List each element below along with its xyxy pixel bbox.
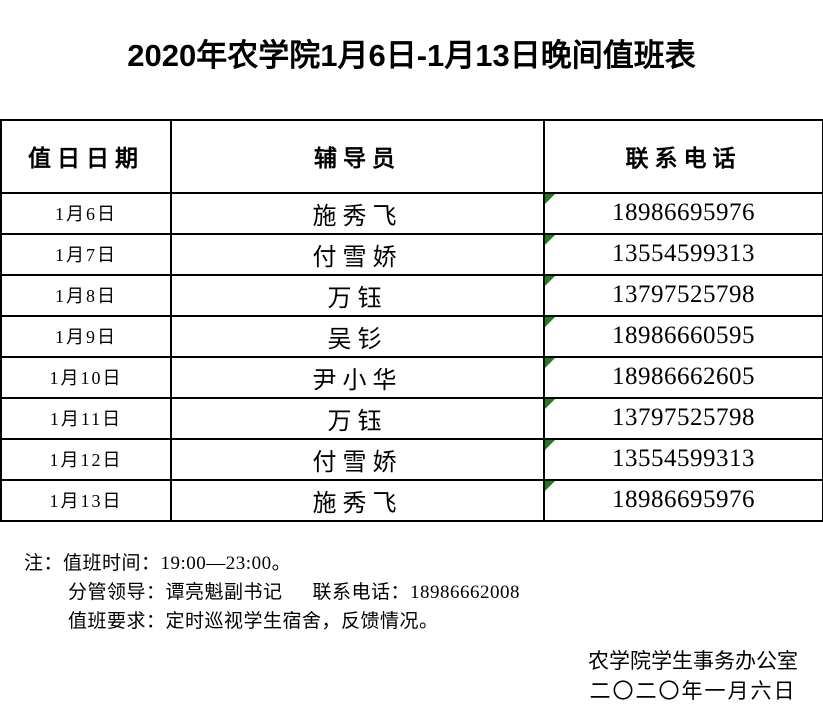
- table-row: 1月13日 施秀飞 18986695976: [0, 478, 823, 522]
- duty-date-cell: 1月10日: [0, 355, 172, 399]
- counselor-cell: 尹小华: [170, 355, 545, 399]
- header-duty-date: 值日日期: [0, 118, 172, 194]
- note-requirement-line: 值班要求：定时巡视学生宿舍，反馈情况。: [68, 610, 439, 632]
- counselor-cell: 付雪娇: [170, 437, 545, 481]
- excel-green-triangle-icon: [546, 276, 555, 286]
- duty-date-cell: 1月6日: [0, 191, 172, 235]
- phone-number: 18986695976: [612, 486, 755, 514]
- note-leader: 分管领导：谭亮魁副书记: [68, 581, 283, 603]
- phone-number: 13797525798: [612, 281, 755, 309]
- counselor-cell: 付雪娇: [170, 232, 545, 276]
- phone-number: 13554599313: [612, 240, 755, 268]
- table-row: 1月6日 施秀飞 18986695976: [0, 191, 823, 235]
- phone-cell: 13797525798: [543, 273, 823, 317]
- note-leader-line: 分管领导：谭亮魁副书记 联系电话：18986662008: [68, 578, 823, 607]
- phone-cell: 18986695976: [543, 191, 823, 235]
- table-row: 1月8日 万钰 13797525798: [0, 273, 823, 317]
- signature-block: 农学院学生事务办公室 二〇二〇年一月六日: [570, 646, 816, 706]
- excel-green-triangle-icon: [546, 481, 555, 491]
- duty-date-cell: 1月9日: [0, 314, 172, 358]
- counselor-cell: 万钰: [170, 396, 545, 440]
- duty-date-cell: 1月7日: [0, 232, 172, 276]
- phone-number: 18986660595: [612, 322, 755, 350]
- table-row: 1月12日 付雪娇 13554599313: [0, 437, 823, 481]
- note-contact-phone: 联系电话：18986662008: [312, 581, 521, 603]
- table-row: 1月10日 尹小华 18986662605: [0, 355, 823, 399]
- table-header-row: 值日日期 辅导员 联系电话: [0, 118, 823, 194]
- note-duty-time-line: 注：值班时间：19:00—23:00。: [24, 549, 823, 578]
- note-prefix: 注：: [24, 552, 64, 574]
- signature-org: 农学院学生事务办公室: [588, 649, 798, 673]
- phone-cell: 18986662605: [543, 355, 823, 399]
- table-row: 1月11日 万钰 13797525798: [0, 396, 823, 440]
- page-title: 2020年农学院1月6日-1月13日晚间值班表: [127, 38, 696, 73]
- duty-date-cell: 1月8日: [0, 273, 172, 317]
- phone-number: 18986662605: [612, 363, 755, 391]
- duty-date-cell: 1月11日: [0, 396, 172, 440]
- counselor-cell: 万钰: [170, 273, 545, 317]
- excel-green-triangle-icon: [546, 317, 555, 327]
- phone-cell: 13797525798: [543, 396, 823, 440]
- phone-number: 13797525798: [612, 404, 755, 432]
- header-counselor: 辅导员: [170, 118, 545, 194]
- phone-cell: 18986695976: [543, 478, 823, 522]
- excel-green-triangle-icon: [546, 235, 555, 245]
- excel-green-triangle-icon: [546, 358, 555, 368]
- table-row: 1月7日 付雪娇 13554599313: [0, 232, 823, 276]
- counselor-cell: 施秀飞: [170, 191, 545, 235]
- notes-section: 注：值班时间：19:00—23:00。 分管领导：谭亮魁副书记 联系电话：1898…: [24, 549, 823, 636]
- duty-date-cell: 1月13日: [0, 478, 172, 522]
- excel-green-triangle-icon: [546, 440, 555, 450]
- phone-number: 18986695976: [612, 199, 755, 227]
- table-row: 1月9日 吴钐 18986660595: [0, 314, 823, 358]
- signature-date: 二〇二〇年一月六日: [589, 679, 797, 703]
- phone-cell: 13554599313: [543, 437, 823, 481]
- header-contact-phone: 联系电话: [543, 118, 823, 194]
- phone-number: 13554599313: [612, 445, 755, 473]
- duty-date-cell: 1月12日: [0, 437, 172, 481]
- counselor-cell: 吴钐: [170, 314, 545, 358]
- excel-green-triangle-icon: [546, 194, 555, 204]
- note-duty-time: 值班时间：19:00—23:00。: [63, 552, 292, 574]
- counselor-cell: 施秀飞: [170, 478, 545, 522]
- phone-cell: 13554599313: [543, 232, 823, 276]
- excel-green-triangle-icon: [546, 399, 555, 409]
- duty-table: 值日日期 辅导员 联系电话 1月6日 施秀飞 18986695976 1月7日 …: [0, 118, 823, 522]
- phone-cell: 18986660595: [543, 314, 823, 358]
